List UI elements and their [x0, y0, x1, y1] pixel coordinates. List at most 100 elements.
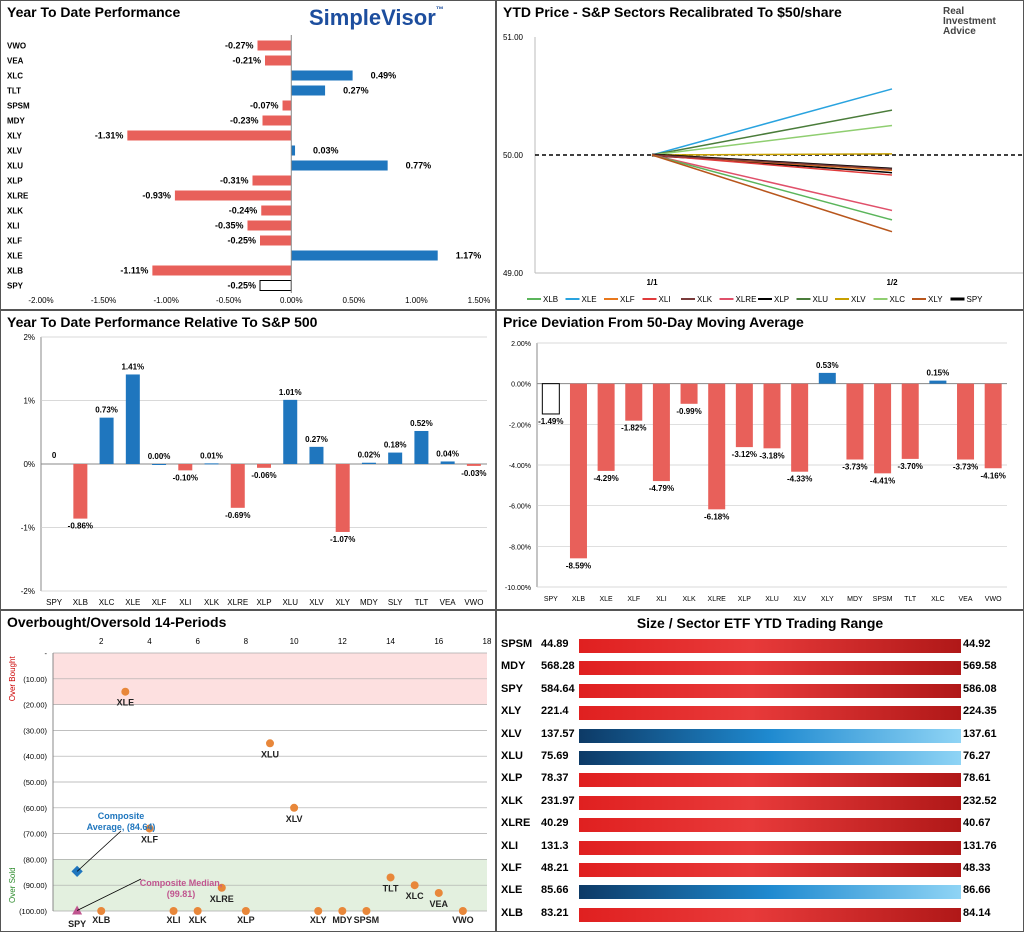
obos-point-vea: [434, 888, 443, 897]
ytd-data-label: -0.35%: [215, 221, 244, 231]
composite-median-leader: [76, 878, 142, 911]
obos-point-xlre: [217, 883, 226, 892]
deviation-bar: [541, 383, 560, 415]
obos-y-tick: (70.00): [23, 830, 47, 839]
relative-data-label: -0.69%: [225, 511, 250, 520]
obos-x-tick: 12: [338, 637, 347, 646]
ytd-x-tick: -1.00%: [153, 296, 178, 305]
ytd-tick-label: XLY: [7, 132, 22, 141]
deviation-bar: [597, 383, 615, 471]
legend-label-xlf: XLF: [620, 295, 635, 304]
obos-point-label: MDY: [332, 915, 352, 925]
overbought-label: Over Bought: [8, 656, 17, 702]
relative-y-tick: 1%: [23, 397, 35, 406]
relative-data-label: 1.01%: [279, 388, 302, 397]
range-bar: [579, 661, 961, 676]
obos-y-tick: (100.00): [19, 907, 47, 916]
deviation-x-tick: XLP: [738, 596, 752, 603]
range-low: 221.4: [541, 705, 569, 718]
range-ticker: SPSM: [501, 638, 533, 650]
sector-y-tick: 51.00: [503, 33, 524, 42]
deviation-data-label: -1.82%: [621, 424, 646, 433]
relative-x-tick: VWO: [464, 598, 483, 607]
ytd-tick-label: XLV: [7, 147, 23, 156]
ytd-bar: [291, 160, 388, 171]
deviation-bar: [680, 383, 698, 404]
legend-label-xlc: XLC: [890, 295, 906, 304]
relative-x-tick: XLK: [204, 598, 220, 607]
range-high: 40.67: [963, 817, 991, 830]
deviation-x-tick: VWO: [985, 596, 1002, 603]
ytd-bar: [265, 55, 292, 66]
relative-data-label: 0.52%: [410, 419, 433, 428]
range-high: 569.58: [963, 660, 997, 673]
deviation-data-label: -4.33%: [787, 475, 812, 484]
ytd-tick-label: MDY: [7, 117, 25, 126]
obos-point-xlk: [193, 907, 202, 915]
ytd-data-label: 0.77%: [406, 161, 432, 171]
range-row: XLB 83.21 84.14: [497, 904, 1023, 924]
relative-x-tick: MDY: [360, 598, 378, 607]
ytd-data-label: -0.24%: [229, 206, 258, 216]
range-bar: [579, 751, 961, 765]
ytd-data-label: -1.11%: [120, 266, 148, 276]
obos-point-xlu: [266, 739, 274, 748]
range-low: 44.89: [541, 638, 569, 650]
obos-point-vwo: [458, 907, 467, 915]
relative-data-label: 0.04%: [436, 449, 459, 458]
brand-name: SimpleVisor: [309, 5, 436, 30]
deviation-x-tick: XLY: [821, 596, 834, 603]
relative-performance-chart: 2% 1% 0% -1% -2% 0 SPY -0.86% XLB 0.73% XLC 1.41% XL…: [21, 333, 487, 607]
obos-point-label: XLRE: [210, 894, 234, 904]
ytd-tick-label: XLK: [7, 207, 23, 216]
relative-bar: [283, 399, 298, 464]
ytd-data-label: 0.49%: [371, 71, 397, 81]
obos-point-xlb: [97, 907, 106, 915]
range-row: XLK 231.97 232.52: [497, 792, 1023, 812]
ytd-x-tick: 0.00%: [280, 296, 303, 305]
range-high: 224.35: [963, 705, 997, 718]
obos-point-mdy: [338, 907, 347, 915]
obos-point-label: XLV: [286, 814, 303, 824]
ytd-tick-label: XLF: [7, 237, 22, 246]
deviation-x-tick: SPY: [544, 596, 558, 603]
obos-point-xlf: [145, 824, 154, 833]
sector-line-xlv: [651, 153, 893, 156]
legend-label-xlu: XLU: [813, 295, 829, 304]
relative-y-tick: -2%: [21, 587, 35, 596]
range-panel: Size / Sector ETF YTD Trading Range SPSM…: [496, 610, 1024, 932]
deviation-x-tick: VEA: [959, 596, 973, 603]
deviation-data-label: -4.79%: [649, 484, 674, 493]
sector-x-tick: 1/1: [646, 278, 658, 287]
deviation-data-label: -3.70%: [898, 462, 923, 471]
range-row: XLU 75.69 76.27: [497, 747, 1023, 767]
relative-data-label: 0.18%: [384, 441, 407, 450]
relative-x-tick: SLY: [388, 598, 403, 607]
legend-label-xle: XLE: [582, 295, 597, 304]
relative-x-tick: XLF: [152, 598, 167, 607]
range-low: 78.37: [541, 772, 569, 785]
deviation-data-label: -0.99%: [676, 407, 701, 416]
deviation-data-label: -4.29%: [593, 474, 618, 483]
range-row: XLV 137.57 137.61: [497, 725, 1023, 745]
ytd-data-label: -0.31%: [220, 176, 249, 186]
ytd-tick-label: XLU: [7, 162, 23, 171]
deviation-x-tick: XLI: [656, 596, 667, 603]
range-row: SPY 584.64 586.08: [497, 680, 1023, 700]
sector-line-xlk: [651, 154, 893, 170]
ytd-data-label: 1.17%: [456, 251, 482, 261]
relative-x-tick: XLI: [179, 598, 191, 607]
ytd-bar: [291, 145, 296, 156]
oversold-label: Over Sold: [8, 867, 17, 903]
obos-x-tick: 10: [290, 637, 299, 646]
obos-point-label: XLU: [261, 749, 279, 759]
deviation-x-tick: XLV: [793, 596, 806, 603]
ytd-bar: [252, 175, 292, 186]
deviation-chart: 2.00% 0.00% -2.00% -4.00% -6.00% -8.00% -10.00…: [505, 341, 1007, 603]
relative-data-label: -0.06%: [251, 471, 276, 480]
sector-line-xli: [651, 154, 893, 176]
range-high: 84.14: [963, 906, 991, 919]
composite-average-leader: [76, 830, 122, 872]
deviation-data-label: -3.73%: [953, 463, 978, 472]
relative-bar: [440, 461, 455, 464]
